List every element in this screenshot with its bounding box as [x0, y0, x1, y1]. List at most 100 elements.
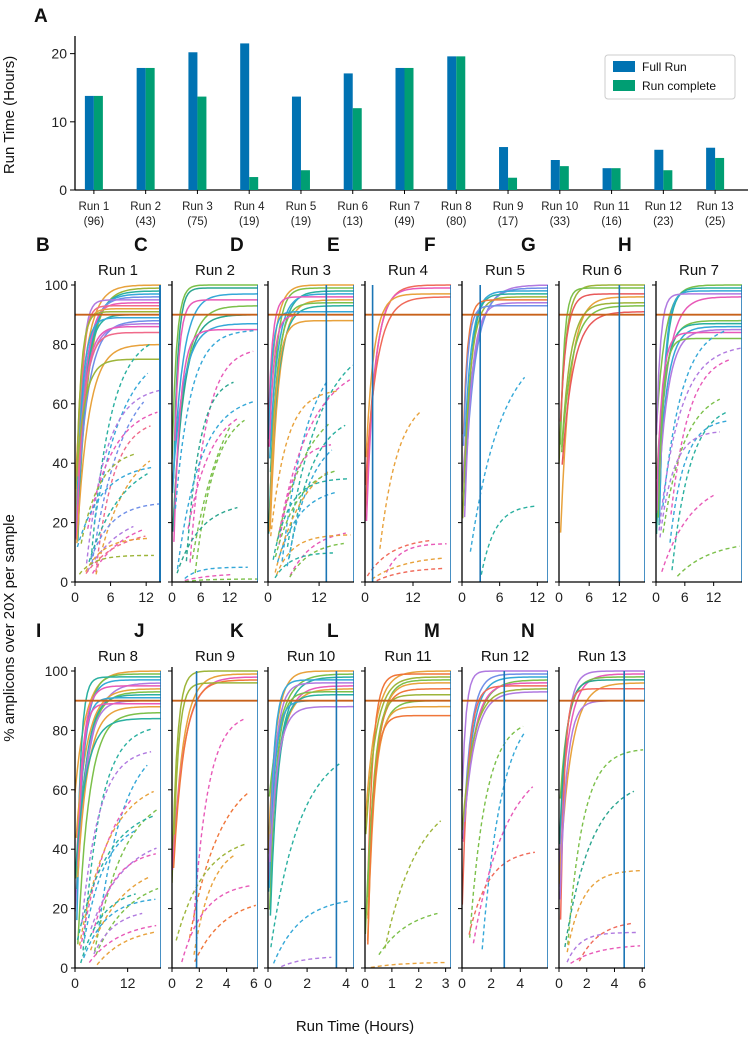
solid-sample-curve [561, 673, 645, 801]
dashed-sample-curve [95, 460, 151, 575]
solid-sample-curve [463, 691, 548, 822]
solid-sample-curve [365, 670, 451, 826]
dashed-sample-curve [189, 350, 254, 563]
x-tick-label: 4 [516, 975, 524, 991]
panel-title: Run 8 [98, 648, 138, 665]
panel-g-line-chart: G Run 6 0 6 12 [521, 235, 645, 605]
solid-sample-curve [75, 310, 161, 480]
dashed-sample-curve [83, 829, 136, 939]
x-tick-label: 1 [388, 975, 396, 991]
sample-count-label: (75) [187, 216, 208, 228]
solid-sample-curve [658, 290, 742, 520]
dashed-sample-curve [93, 372, 149, 524]
panel-title: Run 9 [195, 648, 235, 665]
dashed-sample-curve [80, 452, 137, 544]
solid-sample-curve [462, 685, 548, 905]
solid-sample-curve [75, 717, 161, 876]
solid-sample-curve [367, 694, 451, 898]
y-tick-label: 10 [51, 114, 67, 130]
sample-count-label: (96) [84, 216, 105, 228]
panel-i-line-chart: I Run 8 0 20 40 60 80 100 0 12 [36, 621, 161, 991]
solid-sample-curve [366, 688, 451, 896]
dashed-sample-curve [87, 411, 158, 529]
solid-sample-curve [560, 305, 645, 453]
dashed-sample-curve [90, 503, 160, 559]
dashed-sample-curve [194, 904, 257, 962]
dashed-sample-curve [385, 543, 447, 573]
sample-count-label: (17) [498, 216, 519, 228]
solid-sample-curve [367, 673, 451, 878]
dashed-sample-curve [274, 552, 334, 579]
dashed-sample-curve [567, 749, 644, 945]
sample-count-label: (43) [135, 216, 156, 228]
bar [663, 170, 673, 190]
solid-sample-curve [462, 682, 548, 842]
x-tick-label: 2 [415, 975, 423, 991]
x-tick-label: 0 [555, 589, 563, 605]
bar [249, 177, 259, 190]
dashed-sample-curve [661, 494, 714, 573]
solid-sample-curve [559, 688, 645, 920]
x-tick-label: Run 5 [286, 201, 317, 213]
dashed-sample-curve [194, 419, 245, 574]
dashed-sample-curve [276, 492, 335, 563]
solid-sample-curve [559, 284, 645, 464]
dashed-sample-curve [570, 945, 641, 964]
x-tick-label: 6 [681, 589, 689, 605]
x-tick-label: 0 [264, 975, 272, 991]
bar [352, 108, 362, 190]
x-tick-label: 6 [197, 589, 205, 605]
bar [395, 67, 405, 190]
y-tick-label: 100 [45, 663, 69, 679]
dashed-sample-curve [371, 557, 445, 580]
y-tick-label: 60 [52, 782, 68, 798]
x-tick-label: 2 [195, 975, 203, 991]
dashed-sample-curve [370, 961, 447, 968]
x-tick-label: 0 [71, 589, 79, 605]
solid-sample-curve [268, 293, 354, 459]
legend-swatch [613, 61, 635, 72]
x-tick-label: 6 [107, 589, 115, 605]
dashed-sample-curve [272, 478, 348, 560]
dashed-sample-curve [676, 545, 740, 577]
plot-area [656, 284, 742, 582]
sample-count-label: (23) [653, 216, 674, 228]
panel-letter: M [424, 621, 440, 642]
figure-y-axis-label: % amplicons over 20X per sample [1, 514, 18, 742]
dashed-sample-curve [187, 418, 238, 529]
x-tick-label: Run 7 [389, 201, 420, 213]
panel-a-bar-chart: A 0 10 20 Run Time (Hours) Run 1 (96) Run 2 (43)… [1, 6, 748, 228]
dashed-sample-curve [564, 790, 635, 948]
solid-sample-curve [75, 293, 161, 530]
dashed-sample-curve [286, 449, 333, 567]
x-tick-label: 12 [222, 589, 238, 605]
dashed-sample-curve [78, 790, 154, 946]
x-tick-label: 2 [583, 975, 591, 991]
bar [343, 73, 353, 190]
dashed-sample-curve [90, 343, 152, 560]
dashed-sample-curve [671, 411, 727, 571]
x-tick-label: 12 [138, 589, 154, 605]
sample-count-label: (33) [550, 216, 571, 228]
sample-count-label: (25) [705, 216, 726, 228]
panel-letter: I [36, 621, 41, 642]
solid-sample-curve [268, 691, 354, 910]
panel-letter: B [36, 235, 50, 256]
solid-sample-curve [269, 676, 354, 853]
panel-e-line-chart: E Run 4 0 12 [327, 235, 451, 605]
solid-sample-curve [268, 296, 354, 435]
dashed-sample-curve [88, 924, 157, 963]
dashed-sample-curve [91, 528, 145, 574]
solid-sample-curve [559, 293, 645, 422]
x-tick-label: 6 [638, 975, 646, 991]
solid-sample-curve [77, 299, 161, 505]
solid-sample-curve [657, 337, 742, 518]
solid-sample-curve [268, 305, 354, 534]
solid-sample-curve [269, 290, 354, 473]
panel-letter: L [327, 621, 339, 642]
bar [508, 177, 518, 190]
bar [240, 43, 250, 191]
dashed-sample-curve [184, 566, 248, 580]
panel-letter: E [327, 235, 340, 256]
